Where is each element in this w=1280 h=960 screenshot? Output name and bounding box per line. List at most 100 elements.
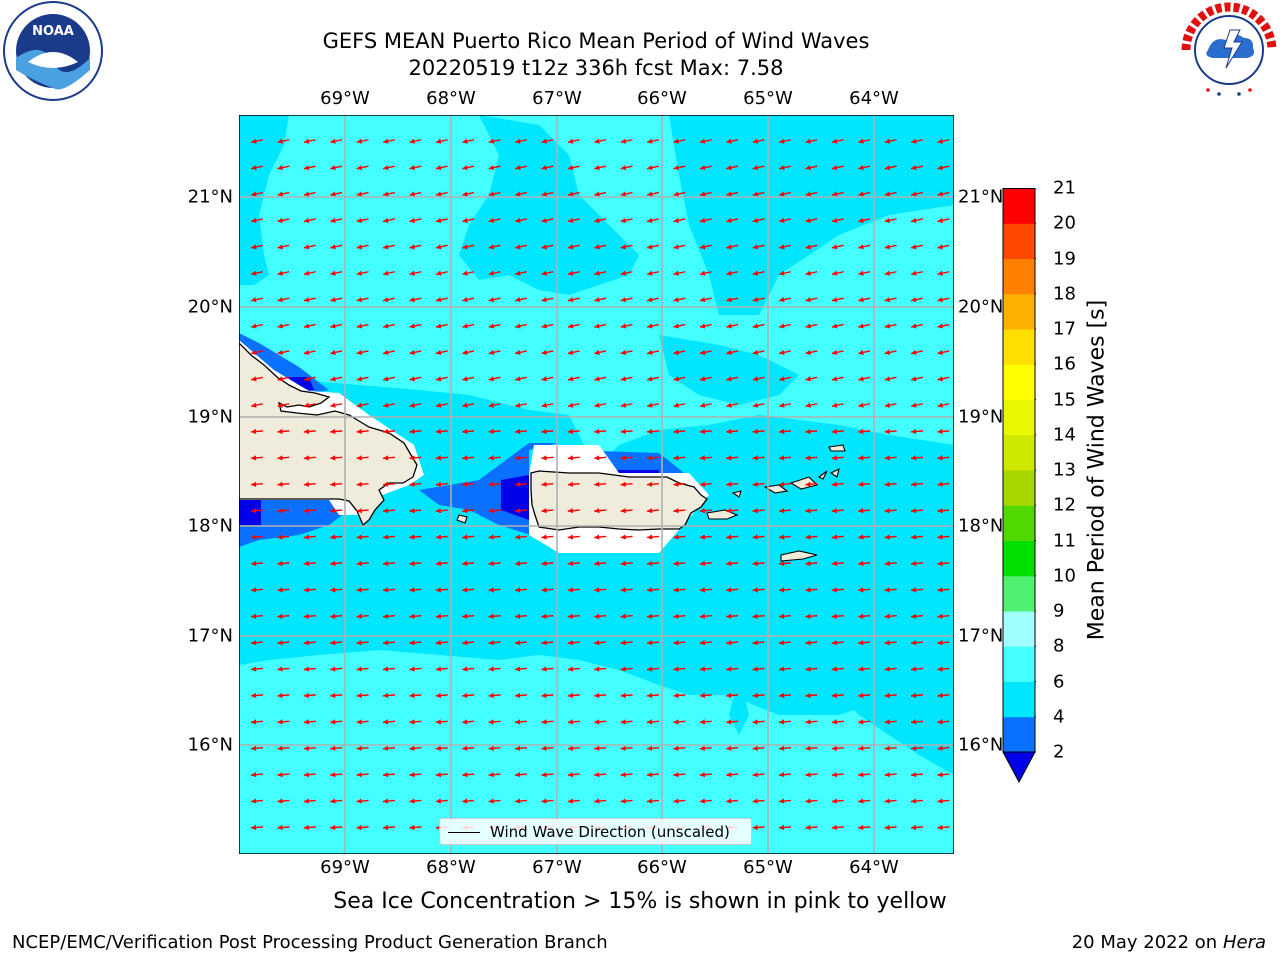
wave-arrow-head [383,165,389,171]
wave-arrow-head [937,217,943,223]
wave-arrow-head [567,719,574,725]
wave-arrow-head [277,402,283,408]
wave-arrow-head [620,191,627,197]
wave-arrow-head [647,692,653,699]
wave-arrow-head [937,270,943,276]
wave-arrow-head [541,587,547,593]
wave-arrow-head [805,297,811,303]
wave-arrow-head [911,534,917,540]
wave-arrow-head [620,560,626,567]
wave-arrow-head [858,270,864,276]
wave-arrow-head [277,534,283,540]
wave-arrow-head [277,349,283,355]
wave-arrow-head [620,376,627,382]
wave-arrow-head [488,640,494,646]
wave-arrow-head [937,138,943,144]
colorbar-tick-label: 2 [1053,741,1065,763]
wave-arrow-head [488,138,495,144]
wave-arrow-head [383,349,389,355]
wave-arrow-head [805,640,811,646]
wave-arrow-head [277,666,283,672]
wave-arrow-head [488,297,495,303]
wave-arrow-head [779,191,785,197]
wave-arrow-head [488,481,494,487]
wave-arrow-head [699,534,706,540]
wave-arrow-head [488,270,495,276]
wave-arrow-head [858,772,864,778]
wave-arrow-head [699,402,706,408]
wave-arrow-head [330,349,336,355]
wave-arrow-head [911,481,917,487]
wave-arrow-head [858,824,864,831]
wave-arrow-head [884,402,891,408]
wave-arrow-head [594,745,600,751]
wave-arrow-head [726,270,732,276]
wave-arrow-head [620,666,626,672]
wave-arrow-head [673,270,679,276]
wave-arrow-head [303,772,310,778]
wave-arrow-head [911,798,917,804]
wave-arrow-head [541,772,547,778]
wave-arrow-head [251,297,257,303]
wave-arrow-head [462,745,468,751]
wave-arrow-head [726,217,732,223]
wave-arrow-head [779,692,785,699]
wave-arrow-head [779,349,785,355]
wave-arrow-head [330,244,336,250]
wave-arrow-head [251,455,257,461]
wave-arrow-head [779,560,785,567]
lon-label-bottom-64w: 64°W [849,857,899,878]
wave-arrow-head [303,455,310,461]
wave-arrow-head [726,402,732,408]
wave-arrow-head [673,534,679,540]
wave-arrow-head [594,640,600,646]
wave-arrow-head [515,376,521,382]
wave-arrow-head [462,560,468,567]
legend-label: Wind Wave Direction (unscaled) [490,823,730,841]
wave-arrow-head [594,217,600,223]
wave-arrow-head [673,587,679,593]
colorbar-tick-label: 4 [1053,706,1065,728]
wave-arrow-head [937,824,943,831]
colorbar-tick-label: 16 [1053,353,1076,375]
chart-subtitle: 20220519 t12z 336h fcst Max: 7.58 [408,56,784,80]
wave-arrow-head [594,455,600,461]
colorbar-segment [1003,188,1035,224]
wave-arrow-head [567,613,574,619]
wave-arrow-head [303,508,310,514]
wave-arrow-head [330,191,336,197]
wave-arrow-head [673,798,679,804]
wave-arrow-head [831,376,838,382]
wave-arrow-head [277,428,283,435]
wave-arrow-head [435,138,442,144]
wave-arrow-head [488,191,495,197]
wave-arrow-head [383,191,389,197]
wave-arrow-head [541,165,547,171]
wave-arrow-head [356,217,363,223]
hispaniola-land [239,342,418,527]
wave-arrow-head [805,587,811,593]
wave-arrow-head [435,798,442,804]
sea-ice-note: Sea Ice Concentration > 15% is shown in … [333,889,947,914]
wave-arrow-head [330,376,336,382]
wave-arrow-head [488,455,494,461]
wave-arrow-head [567,640,574,646]
wave-arrow-head [779,323,785,329]
wave-arrow-head [488,349,495,355]
wave-arrow-head [620,745,626,751]
wave-arrow-head [303,402,310,408]
wave-arrow-head [884,297,891,303]
wave-arrow-head [303,824,310,831]
wave-arrow-head [805,323,811,329]
wave-arrow-head [409,191,415,197]
wave-arrow-head [884,587,890,593]
wave-arrow-head [594,244,600,250]
wave-arrow-head [462,481,468,487]
wave-arrow-head [620,719,626,725]
wave-arrow-head [858,560,864,567]
wave-arrow-head [647,587,653,593]
wave-arrow-head [515,613,521,619]
wave-arrow-head [752,587,758,593]
wave-arrow-head [699,165,706,171]
wave-arrow-head [488,534,494,540]
